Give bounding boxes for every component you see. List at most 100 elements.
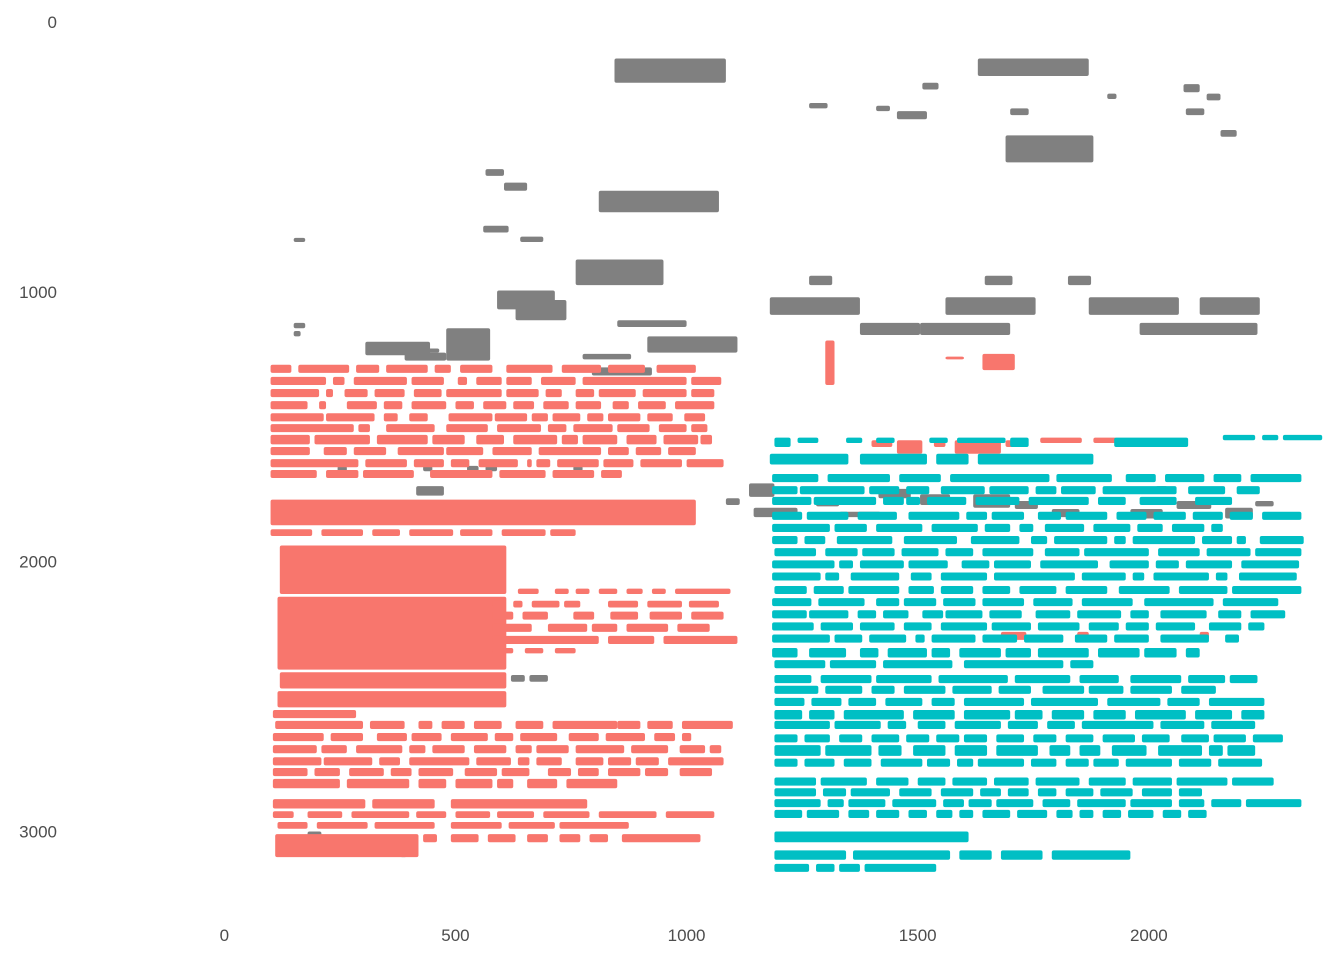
data-box: [423, 834, 437, 843]
data-box: [499, 469, 546, 479]
data-box: [774, 585, 807, 595]
data-box: [1035, 610, 1071, 619]
data-box: [1236, 486, 1260, 495]
data-box: [547, 768, 572, 777]
data-box: [270, 469, 317, 479]
data-box: [446, 424, 488, 433]
data-box: [626, 434, 657, 445]
data-box: [1065, 734, 1094, 743]
data-box: [517, 757, 530, 766]
data-box: [277, 822, 308, 829]
data-box: [1088, 777, 1126, 786]
data-box: [869, 634, 907, 643]
data-box: [321, 529, 364, 537]
data-box: [510, 674, 525, 682]
data-box: [665, 811, 715, 818]
data-box: [991, 511, 1025, 520]
data-box: [270, 413, 324, 422]
data-box: [1185, 108, 1205, 116]
data-box: [293, 331, 301, 337]
data-box: [982, 598, 1025, 607]
data-box: [945, 297, 1036, 315]
data-box: [582, 434, 618, 445]
data-box: [1128, 809, 1154, 818]
data-box: [1098, 648, 1140, 658]
data-box: [298, 364, 350, 373]
data-box: [857, 610, 877, 619]
data-box: [409, 745, 426, 754]
data-box: [658, 424, 687, 433]
data-box: [455, 401, 474, 410]
data-box: [825, 745, 872, 756]
data-box: [1241, 560, 1300, 569]
data-box: [1160, 634, 1209, 643]
data-box: [749, 483, 775, 497]
data-box: [1065, 511, 1108, 520]
data-box: [409, 413, 428, 422]
plot-marks: [270, 58, 1323, 872]
data-box: [270, 401, 308, 410]
data-box: [1093, 710, 1126, 720]
data-box: [809, 275, 833, 286]
data-box: [1160, 720, 1205, 729]
data-box: [386, 424, 435, 433]
data-box: [876, 809, 900, 818]
data-box: [356, 364, 380, 373]
data-box: [270, 424, 354, 433]
data-box: [1238, 572, 1297, 581]
data-box: [896, 440, 923, 454]
data-box: [864, 863, 937, 872]
data-box: [926, 758, 951, 767]
data-box: [494, 732, 514, 742]
data-box: [1035, 486, 1057, 495]
data-box: [418, 720, 433, 729]
data-box: [270, 447, 310, 456]
data-box: [497, 424, 541, 433]
data-box: [515, 720, 544, 729]
data-box: [920, 322, 1011, 336]
data-box: [936, 453, 969, 465]
data-box: [589, 834, 609, 843]
data-box: [376, 434, 428, 445]
data-box: [839, 734, 863, 743]
data-box: [1208, 697, 1265, 707]
data-box: [839, 560, 854, 569]
data-box: [843, 710, 904, 720]
data-box: [1185, 560, 1233, 569]
data-box: [834, 523, 867, 532]
data-box: [982, 353, 1015, 371]
data-box: [573, 611, 595, 620]
data-box: [642, 389, 687, 398]
data-box: [982, 548, 1034, 557]
data-box: [688, 600, 719, 608]
data-box: [575, 259, 664, 286]
data-box: [457, 376, 468, 385]
data-box: [1199, 297, 1260, 315]
data-box: [1202, 536, 1233, 545]
data-box: [982, 634, 1018, 643]
data-box: [892, 799, 937, 808]
series-group: [270, 340, 1209, 858]
data-box: [908, 560, 948, 569]
data-box: [522, 611, 548, 620]
data-box: [883, 660, 953, 669]
data-box: [906, 734, 930, 743]
data-box: [963, 697, 1025, 707]
data-box: [1030, 536, 1048, 545]
data-box: [774, 697, 805, 707]
data-box: [1051, 850, 1131, 860]
data-box: [520, 732, 558, 742]
data-box: [996, 799, 1034, 808]
data-box: [878, 745, 902, 756]
data-box: [413, 459, 444, 468]
data-box: [1158, 745, 1203, 756]
data-box: [774, 720, 830, 729]
data-box: [1000, 850, 1043, 860]
data-box: [608, 768, 641, 777]
data-box: [917, 777, 946, 786]
data-box: [390, 768, 412, 777]
data-box: [820, 674, 872, 684]
data-box: [772, 496, 812, 506]
data-box: [1211, 523, 1223, 532]
data-box: [1208, 622, 1242, 631]
